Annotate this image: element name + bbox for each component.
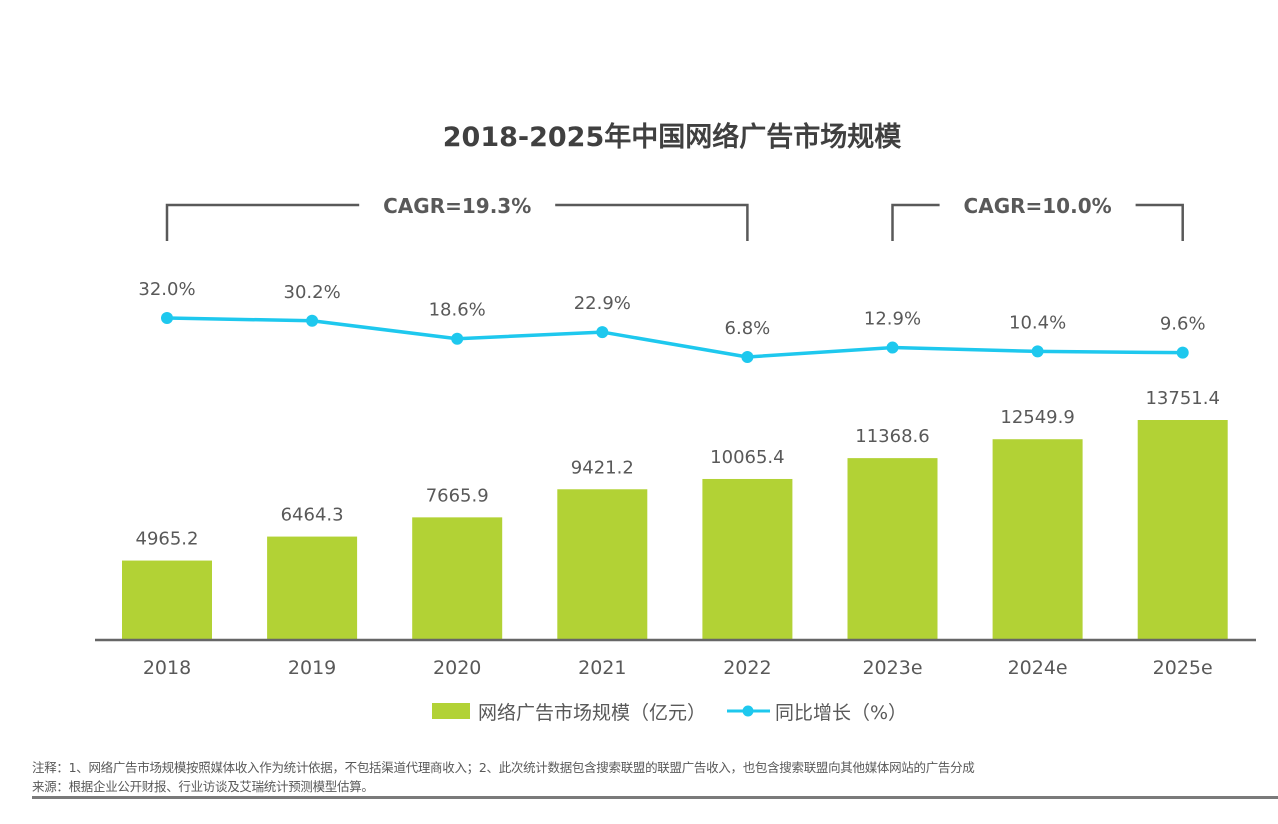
bar-2019: [267, 536, 358, 640]
cagr-bracket-right: [1135, 203, 1184, 241]
growth-label-2018: 32.0%: [138, 279, 195, 300]
bar-2022: [702, 478, 793, 640]
x-tick-2019: 2019: [288, 657, 336, 679]
cagr-bracket-right: [555, 203, 749, 241]
growth-label-2021: 22.9%: [574, 293, 631, 314]
legend-line-marker: [742, 705, 754, 717]
cagr-brackets: CAGR=19.3% CAGR=10.0%: [165, 194, 1184, 241]
chart-note: 注释：1、网络广告市场规模按照媒体收入作为统计依据，不包括渠道代理商收入；2、此…: [32, 760, 975, 775]
bar-value-labels: 4965.2 6464.3 7665.9 9421.2 10065.4 11368.6 12…: [136, 388, 1220, 550]
cagr-bracket-1: CAGR=19.3%: [165, 194, 749, 241]
x-tick-2020: 2020: [433, 657, 481, 679]
growth-point-2020: [451, 332, 464, 345]
x-tick-2025e: 2025e: [1153, 657, 1213, 679]
chart-source: 来源：根据企业公开财报、行业访谈及艾瑞统计预测模型估算。: [32, 779, 374, 794]
bar-2021: [557, 489, 648, 640]
footer-divider: [32, 796, 1278, 799]
bar-label-2019: 6464.3: [281, 505, 344, 526]
bar-label-2024e: 12549.9: [1000, 407, 1074, 428]
x-tick-2021: 2021: [578, 657, 626, 679]
bar-2018: [122, 560, 212, 640]
growth-label-2024e: 10.4%: [1009, 312, 1066, 333]
bar-label-2025e: 13751.4: [1145, 388, 1219, 409]
cagr-bracket-left: [891, 203, 940, 241]
legend-bar-swatch: [432, 703, 470, 719]
cagr-label-2: CAGR=10.0%: [964, 194, 1112, 218]
bar-2025e: [1137, 420, 1228, 640]
bar-2020: [412, 517, 503, 640]
growth-label-2025e: 9.6%: [1160, 314, 1206, 335]
growth-point-2021: [596, 326, 609, 339]
x-tick-2023e: 2023e: [862, 657, 922, 679]
legend-line-label: 同比增长（%）: [775, 702, 907, 724]
growth-point-2018: [161, 312, 173, 324]
growth-label-2019: 30.2%: [284, 282, 341, 303]
bar-series: [122, 420, 1228, 640]
x-tick-2024e: 2024e: [1008, 657, 1068, 679]
growth-label-2022: 6.8%: [725, 318, 771, 339]
bar-label-2023e: 11368.6: [855, 426, 929, 447]
growth-line: [166, 316, 1183, 359]
growth-label-2023e: 12.9%: [864, 309, 921, 330]
x-tick-2022: 2022: [723, 657, 771, 679]
bar-2023e: [847, 458, 938, 640]
legend: 网络广告市场规模（亿元） 同比增长（%）: [432, 702, 907, 724]
cagr-bracket-2: CAGR=10.0%: [891, 194, 1184, 241]
legend-bar-label: 网络广告市场规模（亿元）: [478, 702, 706, 724]
growth-point-2019: [306, 314, 319, 327]
cagr-label-1: CAGR=19.3%: [383, 194, 531, 218]
bar-label-2020: 7665.9: [426, 485, 489, 506]
chart: 2018-2025年中国网络广告市场规模 CAGR=19.3% CAGR=10.0…: [95, 121, 1256, 724]
bar-2024e: [992, 439, 1083, 640]
growth-label-2020: 18.6%: [429, 300, 486, 321]
x-axis-ticks: 2018 2019 2020 2021 2022 2023e 2024e 2025e: [143, 657, 1213, 679]
x-tick-2018: 2018: [143, 657, 191, 679]
bar-label-2021: 9421.2: [571, 457, 634, 478]
growth-point-2023e: [886, 341, 899, 354]
growth-line-series: [161, 312, 1189, 363]
growth-point-2024e: [1031, 345, 1044, 358]
bar-label-2018: 4965.2: [136, 529, 199, 550]
growth-point-2025e: [1176, 346, 1189, 359]
bar-label-2022: 10065.4: [710, 447, 784, 468]
growth-value-labels: 32.0% 30.2% 18.6% 22.9% 6.8% 12.9% 10.4% 9.6%: [138, 279, 1205, 339]
growth-point-2022: [741, 351, 754, 363]
chart-title: 2018-2025年中国网络广告市场规模: [443, 121, 902, 153]
cagr-bracket-left: [165, 203, 360, 241]
